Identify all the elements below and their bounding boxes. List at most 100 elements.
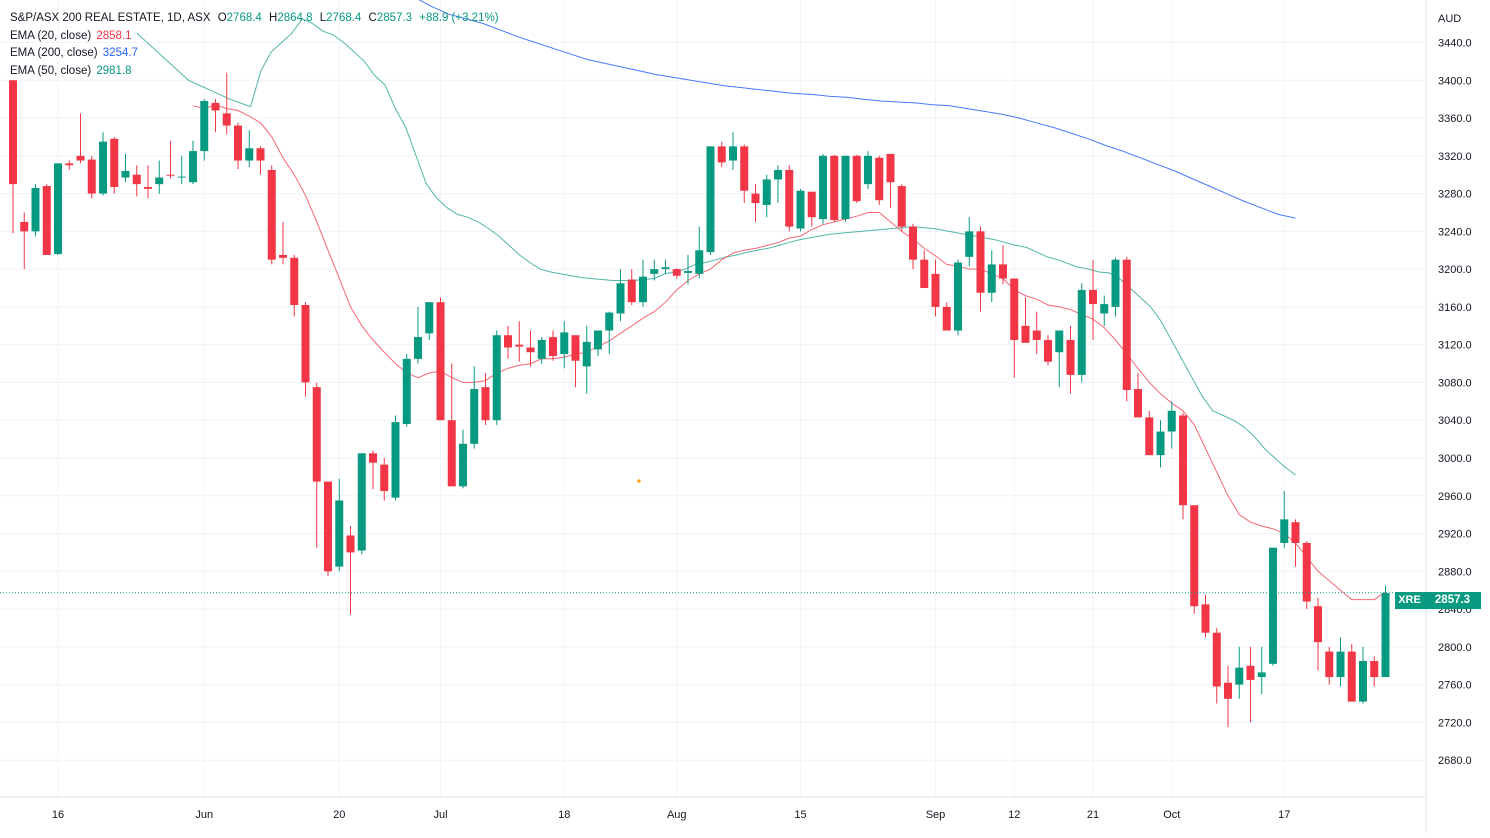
last-price-tag: 2857.3 (1424, 592, 1481, 609)
candle-body (672, 269, 681, 276)
candle-body (380, 464, 389, 492)
candle-body (211, 102, 220, 111)
ohlc-high-label: H (269, 12, 278, 24)
candle-body (942, 306, 951, 331)
candle-body (852, 155, 861, 202)
price-tick-label: 3000.0 (1438, 453, 1472, 465)
ema-200-line-group (418, 0, 1296, 219)
indicator-value: 3254.7 (102, 47, 138, 59)
time-axis[interactable]: 16 Jun 20 Jul 18 Aug 15 Sep 12 21 Oct 17 (52, 809, 1291, 821)
candle-body (1089, 289, 1097, 305)
candle-body (751, 193, 760, 204)
price-tick-label: 2880.0 (1438, 566, 1472, 578)
candle-body (549, 337, 557, 357)
candle-body (774, 169, 782, 180)
candle-body (999, 264, 1007, 279)
candle-body (369, 453, 377, 463)
candle-body (234, 125, 242, 161)
candle-body (1179, 415, 1187, 506)
time-tick-label: 12 (1008, 809, 1020, 821)
candle-body (1235, 667, 1244, 685)
candle-body (515, 344, 524, 347)
candle-body (155, 177, 164, 185)
indicator-value: 2858.1 (96, 29, 132, 42)
candle-body (65, 163, 74, 166)
event-marker-dot[interactable] (637, 479, 641, 483)
candle-body (1381, 593, 1390, 678)
indicator-ema20[interactable]: EMA (20, close) 2858.1 (10, 28, 499, 46)
candle-body (1201, 604, 1210, 633)
candle-body (740, 146, 749, 191)
candle-body (346, 535, 355, 553)
time-tick-label: Oct (1163, 809, 1180, 821)
candle-body (1336, 651, 1345, 678)
candle-body (9, 80, 17, 185)
time-tick-label: 15 (794, 809, 806, 821)
candle-body (639, 276, 647, 303)
time-tick-label: Jul (433, 809, 447, 821)
candle-body (414, 337, 422, 359)
time-tick-label: 21 (1087, 809, 1099, 821)
candle-body (1370, 661, 1379, 678)
candle-body (1111, 259, 1120, 307)
indicator-label: EMA (200, close) (10, 47, 98, 59)
candle-body (290, 257, 299, 306)
price-tick-label: 2960.0 (1438, 491, 1472, 503)
price-tick-label: 2680.0 (1438, 755, 1472, 767)
candle-body (357, 453, 366, 551)
candle-body (324, 481, 332, 572)
indicator-ema200[interactable]: EMA (200, close) 3254.7 (10, 45, 499, 63)
candle-body (684, 271, 692, 273)
symbol-tag: XRE (1395, 592, 1425, 609)
candles-group (9, 72, 1390, 728)
time-tick-label: Aug (667, 809, 687, 821)
price-tick-label: 3160.0 (1438, 302, 1472, 314)
candle-body (717, 146, 726, 163)
candle-body (1291, 522, 1300, 543)
candle-body (1212, 632, 1221, 687)
candle-body (99, 141, 107, 194)
time-tick-label: Jun (195, 809, 213, 821)
candle-body (965, 231, 974, 257)
candle-body (492, 335, 501, 421)
price-tick-label: 2800.0 (1438, 642, 1472, 654)
candle-body (1134, 389, 1142, 418)
indicator-label: EMA (20, close) (10, 29, 92, 42)
ohlc-change: +88.9 (+3.21%) (419, 12, 499, 24)
candle-body (1280, 519, 1289, 543)
candle-body (256, 148, 265, 161)
candle-body (706, 146, 715, 253)
candle-body (931, 273, 940, 307)
candle-body (987, 264, 996, 293)
candle-body (391, 422, 400, 498)
candle-body (504, 335, 512, 348)
candle-body (1156, 431, 1165, 456)
indicator-ema50[interactable]: EMA (50, close) 2981.8 (10, 63, 499, 81)
ema-200-line (418, 0, 1296, 219)
candle-body (661, 267, 670, 270)
price-tick-label: 2720.0 (1438, 717, 1472, 729)
ohlc-close-label: C (368, 12, 377, 24)
candle-body (54, 163, 62, 255)
candle-body (1044, 339, 1052, 362)
candle-body (864, 155, 872, 185)
candle-body (1302, 542, 1311, 602)
candle-body (537, 339, 546, 359)
grid-lines (0, 0, 1426, 797)
candle-body (20, 221, 29, 232)
candle-body (481, 387, 490, 421)
time-tick-label: 18 (558, 809, 570, 821)
candle-body (1167, 410, 1176, 432)
candle-body (447, 420, 456, 487)
candle-body (279, 254, 287, 258)
candle-body (627, 279, 636, 303)
candle-body (177, 176, 186, 178)
price-tick-label: 3440.0 (1438, 37, 1472, 49)
price-axis[interactable]: 3440.0 3400.0 3360.0 3320.0 3280.0 3240.0 3200… (1438, 37, 1472, 767)
candle-body (1077, 289, 1086, 375)
candle-body (785, 169, 794, 227)
candle-body (459, 443, 467, 487)
price-tick-label: 3200.0 (1438, 264, 1472, 276)
